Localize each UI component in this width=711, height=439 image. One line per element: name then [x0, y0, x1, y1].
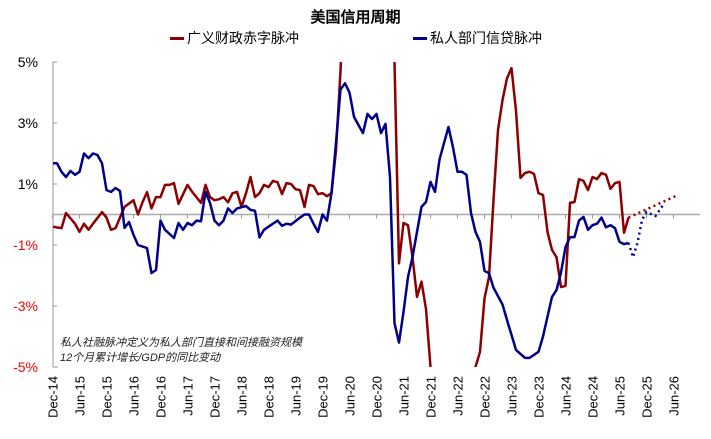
x-tick-label: Jun-25: [613, 376, 628, 416]
series-line-0: [53, 62, 630, 367]
x-tick-label: Dec-22: [478, 376, 493, 418]
note-line-1: 私人社融脉冲定义为私人部门直接和间接融资规模: [60, 337, 302, 349]
x-tick-label: Dec-14: [46, 376, 61, 418]
x-tick-label: Dec-20: [370, 376, 385, 418]
x-tick-label: Dec-19: [316, 376, 331, 418]
x-tick-label: Jun-26: [667, 376, 682, 416]
x-tick-label: Dec-23: [532, 376, 547, 418]
x-tick-label: Jun-21: [397, 376, 412, 416]
x-tick-label: Jun-15: [73, 376, 88, 416]
series-forecast-line-0: [627, 193, 679, 219]
series-forecast-line-1: [627, 202, 666, 262]
legend-swatch-fiscal: [170, 36, 184, 40]
note-line-2: 12个月累计增长/GDP的同比变动: [60, 352, 221, 364]
x-tick-label: Jun-23: [505, 376, 520, 416]
y-tick-label: -5%: [13, 359, 38, 375]
x-tick-label: Jun-20: [343, 376, 358, 416]
x-tick-label: Jun-24: [559, 376, 574, 416]
legend-item-private-credit: 私人部门信贷脉冲: [413, 28, 542, 48]
y-tick-label: -1%: [13, 237, 38, 253]
x-tick-label: Jun-17: [181, 376, 196, 416]
x-tick-label: Dec-24: [586, 376, 601, 418]
legend-label-fiscal: 广义财政赤字脉冲: [187, 30, 299, 46]
x-tick-label: Jun-19: [289, 376, 304, 416]
x-tick-label: Dec-18: [262, 376, 277, 418]
legend-swatch-private-credit: [413, 36, 427, 40]
x-tick-label: Dec-21: [424, 376, 439, 418]
x-tick-label: Jun-18: [235, 376, 250, 416]
x-tick-label: Jun-22: [451, 376, 466, 416]
y-tick-label: 5%: [18, 54, 38, 70]
legend-item-fiscal: 广义财政赤字脉冲: [170, 28, 299, 48]
y-tick-label: 3%: [18, 115, 38, 131]
y-tick-label: -3%: [13, 298, 38, 314]
x-tick-label: Dec-25: [640, 376, 655, 418]
x-tick-label: Dec-16: [154, 376, 169, 418]
chart-note: 私人社融脉冲定义为私人部门直接和间接融资规模 12个月累计增长/GDP的同比变动: [60, 336, 302, 366]
x-tick-label: Jun-16: [127, 376, 142, 416]
x-tick-label: Dec-17: [208, 376, 223, 418]
y-tick-label: 1%: [18, 176, 38, 192]
chart-title: 美国信用周期: [310, 9, 401, 26]
x-tick-label: Dec-15: [100, 376, 115, 418]
series-line-1: [53, 82, 629, 360]
legend-label-private-credit: 私人部门信贷脉冲: [430, 30, 542, 46]
